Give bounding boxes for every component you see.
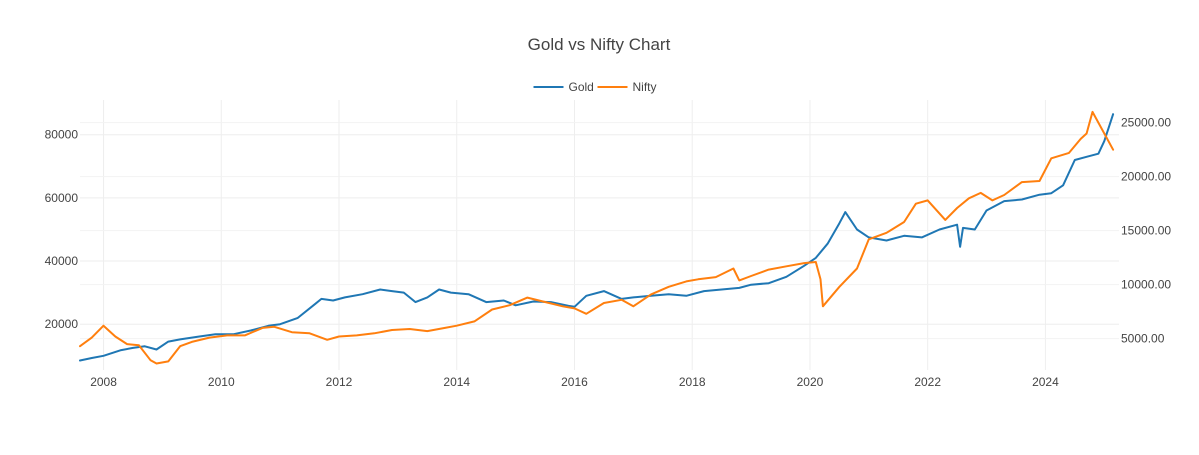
grid-layer: [80, 100, 1119, 370]
legend-item-gold[interactable]: Gold: [533, 80, 594, 94]
legend-label: Gold: [569, 80, 594, 94]
x-tick-label: 2018: [679, 375, 706, 389]
x-tick-label: 2022: [914, 375, 941, 389]
legend-item-nifty[interactable]: Nifty: [597, 80, 657, 94]
x-tick-label: 2016: [561, 375, 588, 389]
y-tick-label: 20000: [45, 317, 79, 331]
y2-tick-label: 5000.00: [1121, 332, 1165, 346]
axis-layer: 2008 2010 2012 2014 2016 2018 2020 2022 2024 2000…: [45, 116, 1172, 389]
x-tick-label: 2020: [797, 375, 824, 389]
x-tick-label: 2014: [443, 375, 470, 389]
x-tick-label: 2012: [326, 375, 353, 389]
y2-tick-label: 15000.00: [1121, 224, 1171, 238]
y-tick-label: 80000: [45, 128, 79, 142]
y2-tick-label: 25000.00: [1121, 116, 1171, 130]
x-tick-label: 2024: [1032, 375, 1059, 389]
x-tick-label: 2008: [90, 375, 117, 389]
legend[interactable]: Gold Nifty: [533, 80, 657, 94]
y-tick-label: 40000: [45, 254, 79, 268]
legend-label: Nifty: [633, 80, 657, 94]
y2-tick-label: 10000.00: [1121, 278, 1171, 292]
y-tick-label: 60000: [45, 191, 79, 205]
series-line-gold[interactable]: [79, 113, 1115, 362]
series-layer: [79, 110, 1115, 365]
series-line-nifty[interactable]: [79, 110, 1115, 365]
chart-title: Gold vs Nifty Chart: [528, 35, 671, 54]
y2-tick-label: 20000.00: [1121, 170, 1171, 184]
x-tick-label: 2010: [208, 375, 235, 389]
